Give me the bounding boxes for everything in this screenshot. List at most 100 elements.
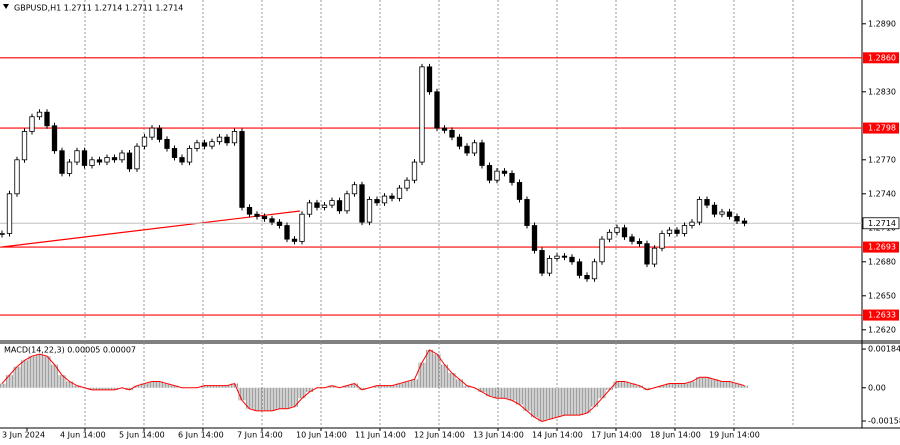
candle bbox=[404, 179, 410, 189]
candle bbox=[479, 142, 485, 166]
candle bbox=[621, 227, 628, 238]
candle bbox=[351, 184, 358, 195]
candle bbox=[599, 238, 605, 263]
candle bbox=[531, 225, 538, 251]
candle bbox=[644, 243, 650, 265]
candle bbox=[269, 218, 275, 223]
candle bbox=[254, 213, 260, 217]
candle bbox=[569, 256, 575, 263]
x-tick-label: 5 Jun 14:00 bbox=[119, 431, 165, 440]
candle bbox=[366, 199, 373, 223]
candle bbox=[636, 240, 643, 245]
candle bbox=[614, 227, 620, 233]
candle bbox=[179, 157, 185, 163]
x-tick-label: 17 Jun 14:00 bbox=[591, 431, 642, 440]
current-price-label: 1.2714 bbox=[868, 219, 896, 228]
candle bbox=[201, 142, 208, 147]
candle bbox=[74, 150, 80, 163]
candle bbox=[164, 138, 170, 149]
candle bbox=[381, 195, 388, 204]
y-tick-label: 1.2830 bbox=[868, 87, 896, 96]
candle bbox=[486, 165, 493, 181]
level-label: 1.2860 bbox=[868, 53, 896, 62]
candle bbox=[509, 172, 515, 183]
candle bbox=[704, 199, 710, 206]
candle bbox=[696, 199, 703, 223]
candle bbox=[51, 125, 58, 152]
candle bbox=[186, 148, 193, 163]
vertical-grid bbox=[84, 0, 794, 428]
y-tick-label: 1.2650 bbox=[868, 291, 896, 300]
macd-y-tick-label: 0.00184 bbox=[868, 345, 900, 354]
candle bbox=[576, 261, 583, 276]
candle bbox=[149, 127, 155, 138]
x-tick-label: 6 Jun 14:00 bbox=[178, 431, 224, 440]
candle bbox=[449, 129, 455, 138]
candle bbox=[44, 111, 50, 127]
y-tick-label: 1.2680 bbox=[868, 257, 896, 266]
candle bbox=[726, 211, 733, 217]
candle bbox=[141, 136, 148, 147]
candle bbox=[426, 66, 433, 93]
candle bbox=[216, 136, 223, 143]
y-tick-label: 1.2740 bbox=[868, 189, 896, 198]
x-tick-label: 18 Jun 14:00 bbox=[650, 431, 701, 440]
candle bbox=[36, 111, 43, 118]
candle bbox=[59, 150, 65, 174]
candle bbox=[524, 199, 530, 226]
candle bbox=[501, 170, 508, 174]
candle bbox=[134, 145, 140, 170]
candle bbox=[104, 157, 110, 163]
candle bbox=[29, 116, 35, 132]
candle bbox=[359, 184, 365, 223]
candle bbox=[21, 131, 28, 161]
candle bbox=[344, 193, 350, 212]
candle bbox=[306, 202, 313, 215]
x-tick-label: 4 Jun 14:00 bbox=[60, 431, 106, 440]
candle bbox=[66, 161, 73, 174]
candle bbox=[441, 127, 448, 131]
candle bbox=[419, 66, 425, 163]
macd-y-tick-label: -0.00158 bbox=[868, 417, 900, 426]
candle bbox=[336, 200, 343, 212]
x-tick-label: 3 Jun 2024 bbox=[2, 431, 45, 440]
y-tick-label: 1.2890 bbox=[868, 19, 896, 28]
candle bbox=[389, 195, 395, 199]
chart-title: GBPUSD,H1 1.2711 1.2714 1.2711 1.2714 bbox=[14, 4, 183, 13]
candle bbox=[629, 236, 635, 242]
candle bbox=[224, 136, 230, 144]
candle bbox=[411, 161, 418, 181]
candle bbox=[464, 145, 470, 154]
candle bbox=[719, 211, 725, 215]
candle bbox=[239, 131, 245, 208]
candle bbox=[81, 150, 88, 166]
candle bbox=[584, 274, 590, 280]
candle bbox=[314, 202, 320, 208]
candle bbox=[561, 255, 568, 258]
candle bbox=[674, 229, 680, 234]
candle bbox=[6, 193, 13, 234]
macd-y-tick-label: 0.00 bbox=[868, 383, 886, 392]
candle bbox=[321, 204, 328, 208]
y-tick-label: 1.2620 bbox=[868, 325, 896, 334]
x-tick-label: 7 Jun 14:00 bbox=[237, 431, 283, 440]
candle bbox=[0, 233, 5, 235]
candle bbox=[546, 257, 553, 274]
candle bbox=[591, 261, 598, 280]
x-tick-label: 19 Jun 14:00 bbox=[709, 431, 760, 440]
title-arrow bbox=[3, 4, 9, 9]
candle bbox=[681, 225, 688, 234]
candle bbox=[396, 187, 403, 199]
candle bbox=[651, 247, 658, 265]
candle bbox=[14, 159, 20, 195]
trend-line bbox=[1, 210, 301, 248]
candle bbox=[96, 159, 103, 163]
candle bbox=[194, 142, 200, 149]
level-label: 1.2798 bbox=[868, 124, 896, 133]
y-tick-label: 1.2770 bbox=[868, 155, 896, 164]
candle bbox=[434, 91, 440, 129]
candle bbox=[156, 127, 163, 140]
candle bbox=[126, 152, 133, 170]
